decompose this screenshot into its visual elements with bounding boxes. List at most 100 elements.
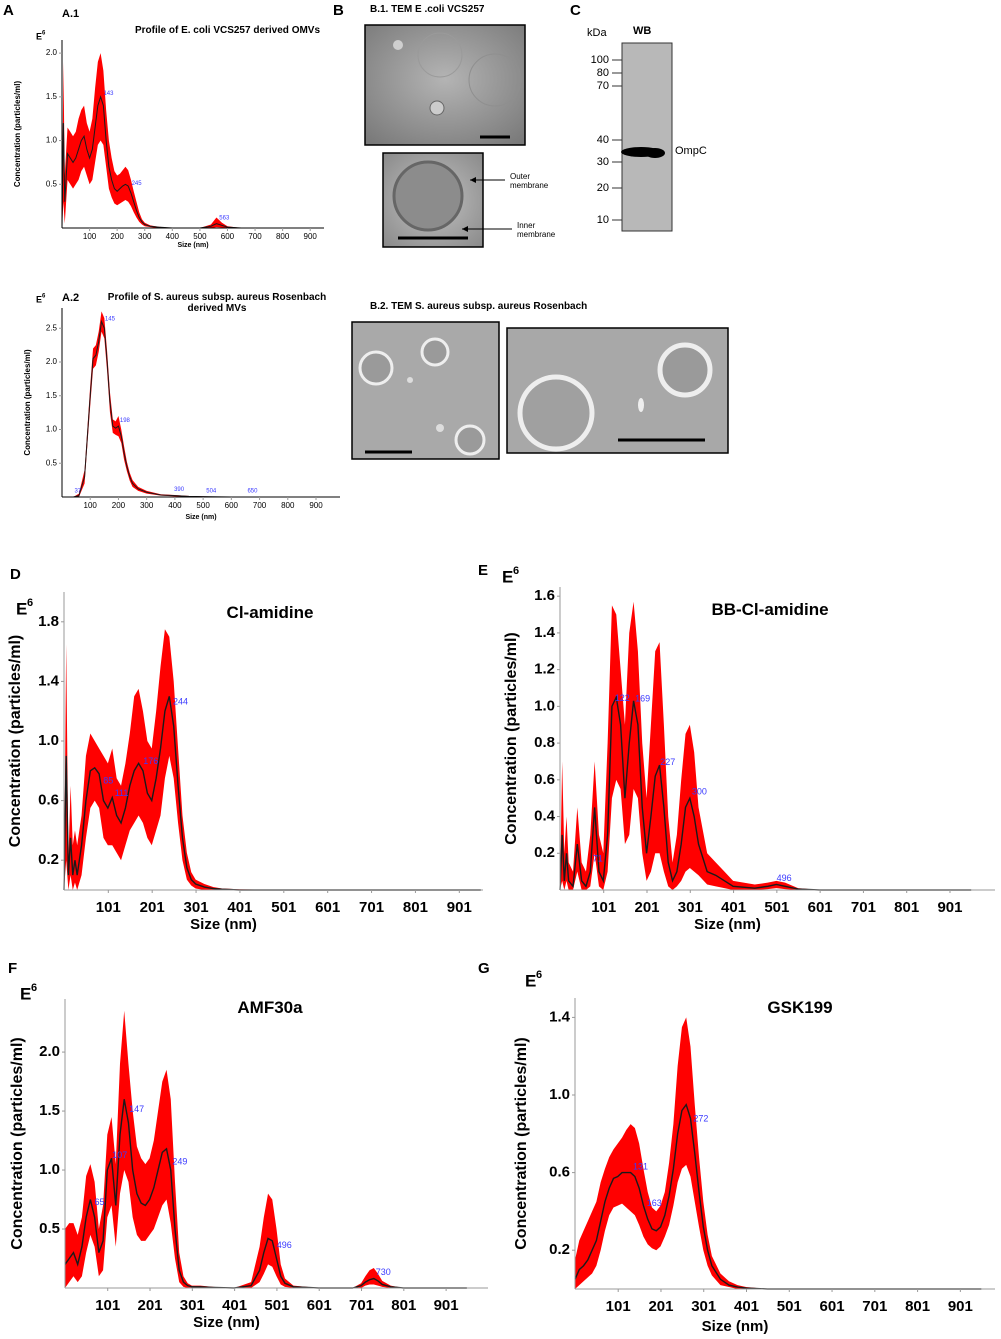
peak-label: 249 bbox=[172, 1156, 187, 1166]
x-tick-label: 801 bbox=[391, 1297, 416, 1314]
x-tick-label: 500 bbox=[193, 232, 207, 241]
peak-label: 111 bbox=[115, 788, 129, 798]
peak-label: 227 bbox=[660, 757, 675, 767]
x-axis-label: Size (nm) bbox=[702, 1318, 769, 1335]
panel-label: B bbox=[333, 2, 344, 19]
panel-label: F bbox=[8, 960, 18, 977]
x-tick-label: 701 bbox=[349, 1297, 374, 1314]
tem-ecoli bbox=[364, 24, 526, 248]
x-tick-label: 501 bbox=[264, 1297, 289, 1314]
mean-line bbox=[61, 95, 324, 229]
tem-saureus bbox=[351, 321, 729, 460]
y-tick-label: 1.4 bbox=[534, 624, 556, 641]
peak-label: 244 bbox=[173, 697, 188, 707]
peak-label: 169 bbox=[635, 693, 650, 703]
y-tick-label: 2.0 bbox=[46, 357, 58, 366]
confidence-band bbox=[62, 53, 324, 229]
y-tick-label: 1.0 bbox=[46, 425, 58, 434]
x-tick-label: 901 bbox=[948, 1298, 973, 1315]
x-tick-label: 700 bbox=[248, 232, 262, 241]
x-tick-label: 900 bbox=[309, 501, 323, 510]
y-tick-label: 0.8 bbox=[534, 734, 555, 751]
tem-title: B.2. TEM S. aureus subsp. aureus Rosenba… bbox=[370, 301, 588, 312]
y-axis-label: Concentration (particles/ml) bbox=[9, 1037, 26, 1249]
y-tick-label: 1.4 bbox=[38, 672, 60, 689]
peak-label: 85 bbox=[103, 776, 113, 786]
x-tick-label: 801 bbox=[403, 899, 428, 916]
band-label: OmpC bbox=[675, 145, 707, 157]
x-tick-label: 600 bbox=[225, 501, 239, 510]
peak-label: 563 bbox=[219, 215, 230, 221]
x-axis-label: Size (nm) bbox=[185, 514, 216, 521]
x-tick-label: 501 bbox=[271, 899, 296, 916]
marker-label: 30 bbox=[597, 156, 609, 168]
x-axis-label: Size (nm) bbox=[177, 242, 208, 249]
x-tick-label: 201 bbox=[138, 1297, 163, 1314]
x-tick-label: 801 bbox=[905, 1298, 930, 1315]
scale-base: E bbox=[16, 599, 27, 618]
peak-label: 107 bbox=[112, 1150, 127, 1160]
y-tick-label: 1.8 bbox=[38, 613, 59, 630]
x-tick-label: 400 bbox=[166, 232, 180, 241]
scale-base: E bbox=[36, 31, 42, 41]
panel-label: A bbox=[3, 2, 14, 19]
y-tick-label: 1.6 bbox=[534, 587, 555, 604]
x-tick-label: 601 bbox=[808, 899, 833, 916]
y-tick-label: 1.5 bbox=[46, 391, 58, 400]
membrane-label: Inner membrane bbox=[517, 221, 556, 239]
x-tick-label: 101 bbox=[606, 1298, 631, 1315]
mean-line bbox=[63, 696, 481, 891]
confidence-band bbox=[65, 1010, 467, 1288]
peak-label: 163 bbox=[647, 1198, 662, 1208]
x-tick-label: 601 bbox=[820, 1298, 845, 1315]
y-tick-label: 1.0 bbox=[46, 136, 58, 145]
x-tick-label: 800 bbox=[276, 232, 290, 241]
y-tick-label: 1.0 bbox=[39, 1161, 60, 1178]
peak-label: 504 bbox=[206, 488, 217, 494]
peak-label: 496 bbox=[277, 1240, 292, 1250]
x-tick-label: 201 bbox=[140, 899, 165, 916]
panel-label: G bbox=[478, 960, 490, 977]
y-tick-label: 0.4 bbox=[534, 808, 556, 825]
x-tick-label: 701 bbox=[851, 899, 876, 916]
panel-label: D bbox=[10, 566, 21, 583]
peak-label: 198 bbox=[120, 418, 131, 424]
x-tick-label: 301 bbox=[180, 1297, 205, 1314]
panel-label: A.2 bbox=[62, 292, 80, 304]
x-tick-label: 101 bbox=[96, 899, 121, 916]
peak-label: 496 bbox=[777, 873, 792, 883]
marker-label: 20 bbox=[597, 182, 609, 194]
x-tick-label: 201 bbox=[648, 1298, 673, 1315]
y-tick-label: 1.2 bbox=[534, 661, 555, 678]
scale-base: E bbox=[525, 971, 536, 990]
x-tick-label: 101 bbox=[95, 1297, 120, 1314]
scale-exponent: 6 bbox=[27, 597, 33, 609]
x-tick-label: 901 bbox=[434, 1297, 459, 1314]
y-tick-label: 0.5 bbox=[46, 458, 58, 467]
x-tick-label: 400 bbox=[168, 501, 182, 510]
x-tick-label: 900 bbox=[304, 232, 318, 241]
x-tick-label: 601 bbox=[315, 899, 340, 916]
y-axis-label: Concentration (particles/ml) bbox=[7, 635, 24, 847]
x-tick-label: 901 bbox=[937, 899, 962, 916]
marker-label: 100 bbox=[591, 54, 609, 66]
peak-label: 650 bbox=[247, 489, 258, 495]
x-tick-label: 500 bbox=[196, 501, 210, 510]
y-tick-label: 2.0 bbox=[46, 48, 58, 57]
y-tick-label: 0.6 bbox=[534, 771, 555, 788]
peak-label: 143 bbox=[103, 91, 114, 97]
marker-label: 80 bbox=[597, 67, 609, 79]
y-tick-label: 0.2 bbox=[38, 851, 59, 868]
x-tick-label: 101 bbox=[591, 899, 616, 916]
x-tick-label: 401 bbox=[222, 1297, 247, 1314]
peak-label: 131 bbox=[633, 1161, 648, 1171]
x-tick-label: 801 bbox=[894, 899, 919, 916]
x-tick-label: 800 bbox=[281, 501, 295, 510]
confidence-band bbox=[62, 311, 331, 497]
chart-title: Cl-amidine bbox=[226, 603, 314, 622]
y-axis-label: Concentration (particles/ml) bbox=[13, 81, 22, 188]
peak-label: 145 bbox=[105, 316, 116, 322]
marker-label: 70 bbox=[597, 80, 609, 92]
